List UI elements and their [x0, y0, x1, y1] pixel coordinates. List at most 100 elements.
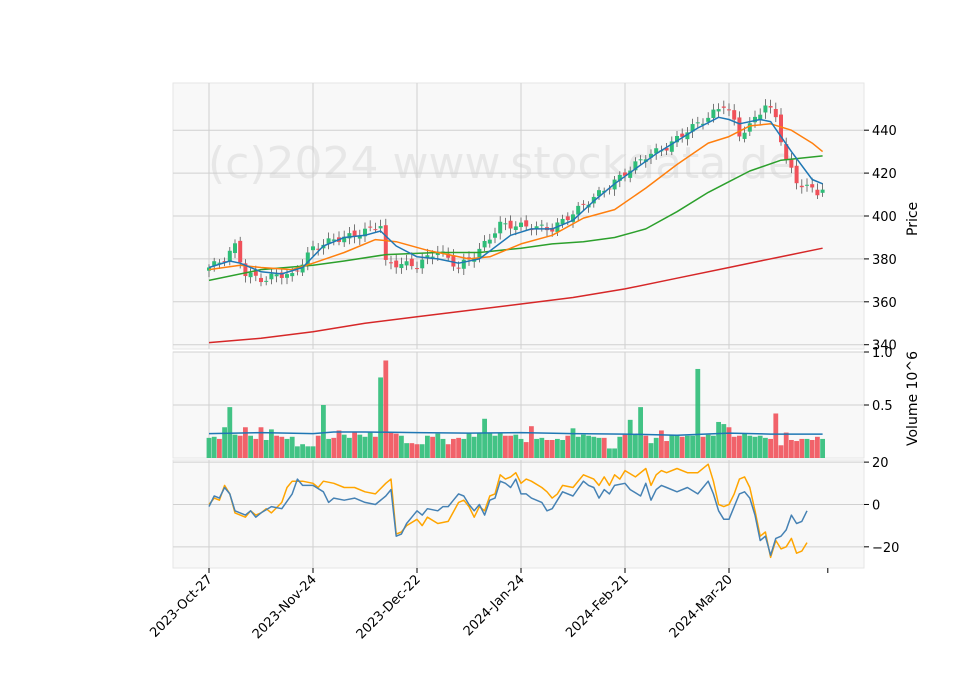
- candle-body: [420, 259, 425, 269]
- price-y-tick-label: 440: [872, 124, 897, 139]
- volume-bar: [700, 436, 706, 458]
- volume-bar: [539, 437, 545, 458]
- candle-body: [342, 236, 347, 243]
- x-tick-label: 2023-Nov-24: [250, 572, 320, 642]
- candle-body: [456, 267, 461, 269]
- volume-bar: [248, 435, 253, 458]
- candle-body: [274, 274, 279, 277]
- volume-bar: [414, 444, 420, 458]
- candle-body: [638, 159, 643, 161]
- volume-bar: [243, 427, 248, 458]
- price-y-tick-label: 360: [872, 296, 897, 311]
- volume-bar: [575, 436, 581, 458]
- grid-lines: [173, 83, 864, 568]
- volume-bar: [352, 431, 357, 458]
- volume-bar: [315, 435, 321, 458]
- candle-body: [269, 273, 274, 280]
- candle-body: [394, 260, 399, 268]
- volume-bar: [518, 438, 524, 458]
- candle-body: [503, 223, 508, 225]
- candle-body: [675, 136, 679, 143]
- volume-bar: [643, 435, 649, 458]
- ma-slow-line: [208, 155, 823, 282]
- volume-bar: [523, 442, 529, 458]
- volume-bar: [284, 438, 290, 458]
- volume-bar: [674, 434, 680, 458]
- candle-body: [316, 248, 321, 250]
- candle-body: [820, 189, 825, 193]
- candle-body: [290, 273, 295, 277]
- volume-bar: [690, 435, 695, 458]
- volume-bar: [466, 432, 472, 458]
- candle-body: [763, 105, 768, 113]
- volume-bar: [289, 436, 295, 458]
- volume-bar: [263, 439, 269, 458]
- candle-body: [524, 220, 529, 227]
- volume-bar: [596, 437, 602, 458]
- volume-bar: [487, 432, 493, 458]
- volume-bar: [742, 433, 747, 458]
- volume-bar: [679, 436, 685, 458]
- volume-bar: [627, 419, 633, 458]
- candle-body: [617, 174, 622, 181]
- candle-body: [264, 280, 269, 282]
- volume-bar: [367, 432, 373, 458]
- candle-body: [259, 277, 263, 283]
- volume-bar: [664, 441, 669, 458]
- volume-bar: [768, 438, 773, 458]
- candle-body: [383, 225, 388, 260]
- volume-bar: [399, 435, 404, 458]
- candle-body: [565, 216, 570, 221]
- candle-body: [581, 203, 586, 205]
- series-lines: [208, 116, 824, 559]
- candle-body: [664, 147, 669, 151]
- candle-body: [669, 141, 674, 152]
- volume-bar: [456, 437, 461, 458]
- price-y-tick-label: 420: [872, 167, 897, 182]
- volume-bar: [757, 435, 763, 458]
- candle-body: [654, 148, 659, 154]
- candle-body: [519, 222, 523, 228]
- candle-body: [560, 218, 565, 225]
- candle-body: [389, 262, 393, 264]
- candle-body: [446, 253, 451, 258]
- volume-bar: [622, 434, 628, 458]
- volume-bar: [393, 433, 399, 458]
- candle-body: [368, 226, 373, 228]
- candle-body: [425, 255, 430, 258]
- volume-bar: [253, 438, 259, 458]
- candle-body: [711, 109, 716, 118]
- volume-bar: [274, 435, 279, 458]
- candle-body: [789, 159, 794, 168]
- candle-body: [415, 268, 419, 270]
- x-tick-label: 2023-Dec-22: [354, 572, 424, 642]
- candle-body: [680, 133, 685, 137]
- candle-body: [727, 109, 731, 111]
- candle-body: [805, 184, 809, 186]
- candle-body: [721, 106, 726, 108]
- candle-body: [227, 250, 232, 262]
- volume-bars: [206, 360, 825, 458]
- volume-bar: [373, 436, 378, 458]
- price-y-tick-label: 400: [872, 210, 897, 225]
- candle-body: [404, 261, 409, 266]
- volume-bar: [549, 439, 555, 458]
- volume-bar: [388, 432, 394, 458]
- x-tick-label: 2023-Oct-27: [147, 572, 215, 640]
- candle-body: [747, 123, 752, 132]
- volume-bar: [747, 435, 753, 458]
- volume-y-tick-label: 0.5: [872, 399, 893, 414]
- volume-bar: [659, 430, 664, 458]
- volume-bar: [217, 438, 222, 458]
- candle-body: [732, 110, 737, 120]
- volume-bar: [612, 448, 617, 458]
- volume-bar: [279, 436, 285, 458]
- volume-bar: [820, 438, 825, 458]
- candle-body: [435, 252, 440, 256]
- osc-y-tick-label: 0: [872, 498, 880, 513]
- candle-body: [794, 165, 799, 184]
- candle-body: [649, 153, 653, 158]
- volume-axis-label: Volume 10^6: [905, 351, 921, 446]
- candle-body: [217, 262, 222, 264]
